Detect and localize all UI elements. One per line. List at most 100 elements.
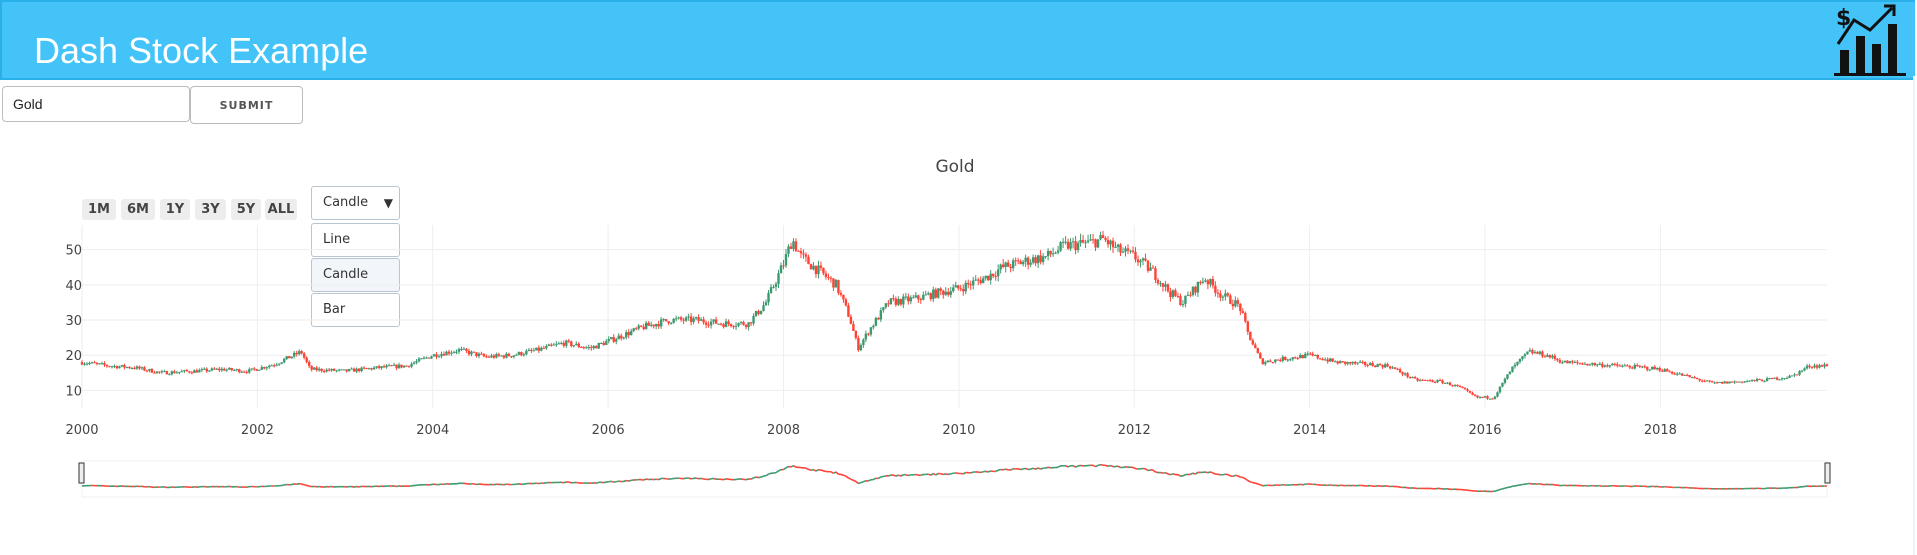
- range-slider-trace: [466, 482, 470, 485]
- range-button-1y[interactable]: 1Y: [160, 199, 190, 220]
- submit-button[interactable]: SUBMIT: [190, 86, 303, 124]
- range-slider-trace: [783, 467, 787, 471]
- range-slider-trace: [928, 473, 932, 476]
- range-slider-trace: [1035, 467, 1039, 470]
- candle-body: [1628, 366, 1631, 368]
- candle-body: [410, 363, 413, 367]
- candle-body: [1334, 361, 1337, 363]
- candle-body: [1343, 361, 1347, 364]
- chart-type-dropdown[interactable]: Candle ▼: [311, 186, 400, 220]
- candle-body: [1728, 381, 1731, 384]
- candle-body: [1219, 293, 1222, 298]
- range-slider-trace: [1065, 465, 1069, 468]
- candle-body: [495, 354, 498, 358]
- candle-body: [1066, 241, 1070, 249]
- candle-body: [395, 364, 398, 369]
- y-tick-label: 30: [65, 314, 82, 329]
- range-slider-trace: [808, 468, 812, 472]
- candle-body: [987, 275, 990, 281]
- candle-body: [757, 310, 760, 315]
- candle-body: [1284, 356, 1287, 361]
- candle-body: [540, 347, 543, 351]
- candle-body: [892, 298, 895, 300]
- range-button-all[interactable]: ALL: [265, 199, 297, 220]
- candle-body: [1378, 364, 1382, 366]
- candle-body: [150, 369, 154, 373]
- candle-body: [1069, 242, 1072, 249]
- range-slider-trace: [835, 471, 839, 475]
- range-button-1m[interactable]: 1M: [82, 199, 116, 220]
- candle-body: [1251, 340, 1255, 345]
- range-button-5y[interactable]: 5Y: [231, 199, 261, 220]
- x-tick-label: 2016: [1468, 423, 1501, 438]
- candle-body: [148, 369, 151, 371]
- range-slider-trace: [149, 485, 153, 488]
- candle-body: [697, 317, 700, 321]
- candle-body: [605, 341, 608, 345]
- range-slider-trace: [688, 477, 692, 480]
- candle-body: [442, 353, 446, 356]
- candle-body: [230, 368, 233, 371]
- candle-body: [1201, 281, 1205, 283]
- candle-body: [1745, 381, 1749, 383]
- candle-body: [869, 327, 873, 335]
- candle-body: [1546, 355, 1549, 357]
- range-slider-trace: [1212, 472, 1216, 475]
- range-slider-trace: [908, 474, 912, 477]
- candle-body: [1593, 363, 1597, 366]
- candle-body: [405, 365, 408, 367]
- range-slider-trace: [820, 469, 824, 472]
- range-slider-trace: [1167, 473, 1171, 476]
- candle-body: [1021, 261, 1025, 265]
- candle-body: [804, 254, 808, 257]
- candle-body: [1561, 362, 1564, 364]
- candle-body: [1398, 369, 1402, 373]
- x-tick-label: 2010: [942, 423, 975, 438]
- dropdown-option-candle[interactable]: Candle: [311, 258, 400, 292]
- range-button-6m[interactable]: 6M: [121, 199, 155, 220]
- candle-body: [1698, 378, 1701, 381]
- candle-body: [1678, 373, 1681, 375]
- range-slider-trace: [888, 474, 892, 477]
- candle-body: [285, 356, 288, 359]
- range-slider-left-handle[interactable]: [78, 462, 85, 484]
- candle-body: [1366, 365, 1369, 367]
- dropdown-option-bar[interactable]: Bar: [311, 293, 400, 327]
- candle-body: [477, 353, 481, 357]
- candle-body: [1391, 367, 1394, 369]
- candle-body: [1336, 361, 1339, 364]
- candle-body: [1551, 355, 1554, 358]
- candle-body: [190, 372, 194, 374]
- candle-body: [240, 371, 243, 373]
- range-slider-right-handle[interactable]: [1824, 462, 1831, 484]
- range-slider-trace: [1057, 465, 1061, 468]
- candle-body: [1154, 268, 1157, 281]
- candle-body: [163, 371, 166, 373]
- dropdown-option-line[interactable]: Line: [311, 223, 400, 257]
- candle-body: [1408, 376, 1412, 378]
- candle-body: [1059, 242, 1062, 251]
- candle-body: [325, 369, 328, 372]
- y-tick-label: 40: [65, 279, 82, 294]
- candle-body: [258, 369, 261, 371]
- candle-body: [722, 324, 725, 328]
- candle-body: [385, 365, 388, 368]
- candle-body: [253, 368, 256, 370]
- candle-body: [278, 363, 281, 365]
- candle-body: [1353, 361, 1357, 364]
- range-button-3y[interactable]: 3Y: [195, 199, 226, 220]
- candle-body: [792, 241, 795, 249]
- range-slider-trace: [503, 483, 507, 486]
- ticker-input[interactable]: [2, 86, 190, 122]
- candle-body: [1671, 371, 1674, 374]
- candle-body: [734, 325, 738, 327]
- range-slider-trace: [1302, 483, 1306, 486]
- candle-body: [200, 369, 204, 371]
- candle-body: [1783, 378, 1786, 380]
- range-slider-trace: [997, 468, 1001, 472]
- candle-body: [95, 363, 99, 365]
- range-slider-trace: [1282, 483, 1286, 486]
- candle-body: [1720, 382, 1724, 384]
- candle-body: [223, 368, 226, 371]
